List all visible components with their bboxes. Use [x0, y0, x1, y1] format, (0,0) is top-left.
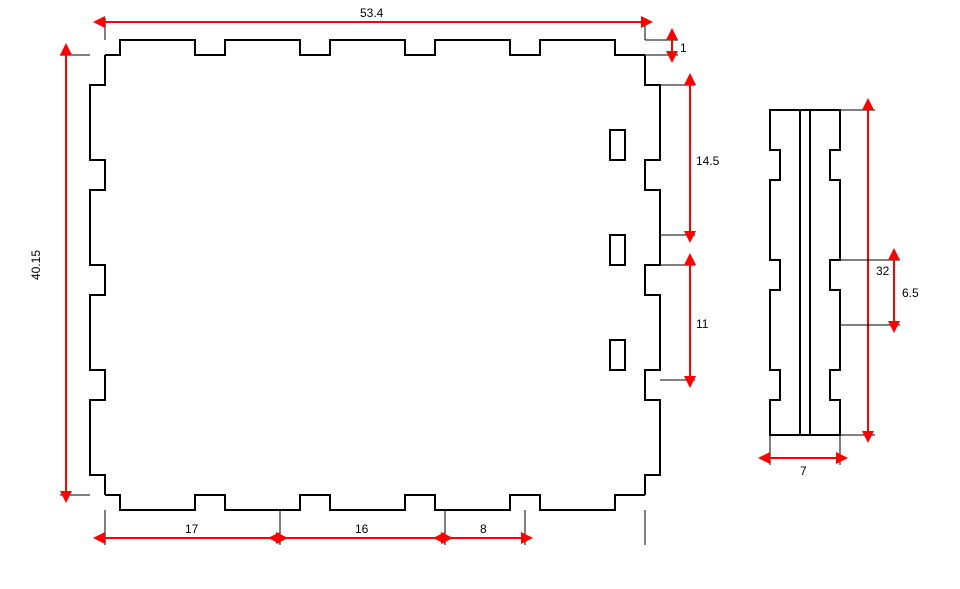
dim-side-overall: 32 — [840, 110, 890, 435]
dim-side-depth-label: 7 — [800, 464, 807, 478]
dim-right-top: 14.5 — [660, 85, 720, 235]
dim-overall-height-label: 40.15 — [29, 250, 43, 280]
dim-bottom-row: 17 16 8 — [105, 510, 645, 545]
dim-bottom-left-label: 17 — [185, 522, 199, 536]
engineering-drawing: 53.4 1 14.5 11 40.15 17 16 — [0, 0, 960, 589]
side-view — [770, 110, 840, 435]
dim-side-depth: 7 — [770, 435, 840, 478]
dim-right-mid: 11 — [660, 265, 709, 380]
dim-overall-width-label: 53.4 — [360, 6, 384, 20]
front-view — [90, 40, 660, 510]
dim-bottom-midleft-label: 16 — [355, 522, 369, 536]
right-inner-slots — [610, 130, 625, 370]
dim-side-mid-label: 6.5 — [902, 286, 919, 300]
dim-overall-width: 53.4 — [105, 6, 645, 40]
dim-overall-height: 40.15 — [29, 55, 90, 495]
dim-right-top-label: 14.5 — [696, 154, 720, 168]
dim-right-mid-label: 11 — [696, 317, 709, 331]
dim-top-offset: 1 — [645, 40, 687, 55]
dim-top-offset-label: 1 — [680, 41, 687, 55]
dim-side-overall-label: 32 — [876, 264, 890, 278]
dim-bottom-midright-label: 8 — [480, 522, 487, 536]
